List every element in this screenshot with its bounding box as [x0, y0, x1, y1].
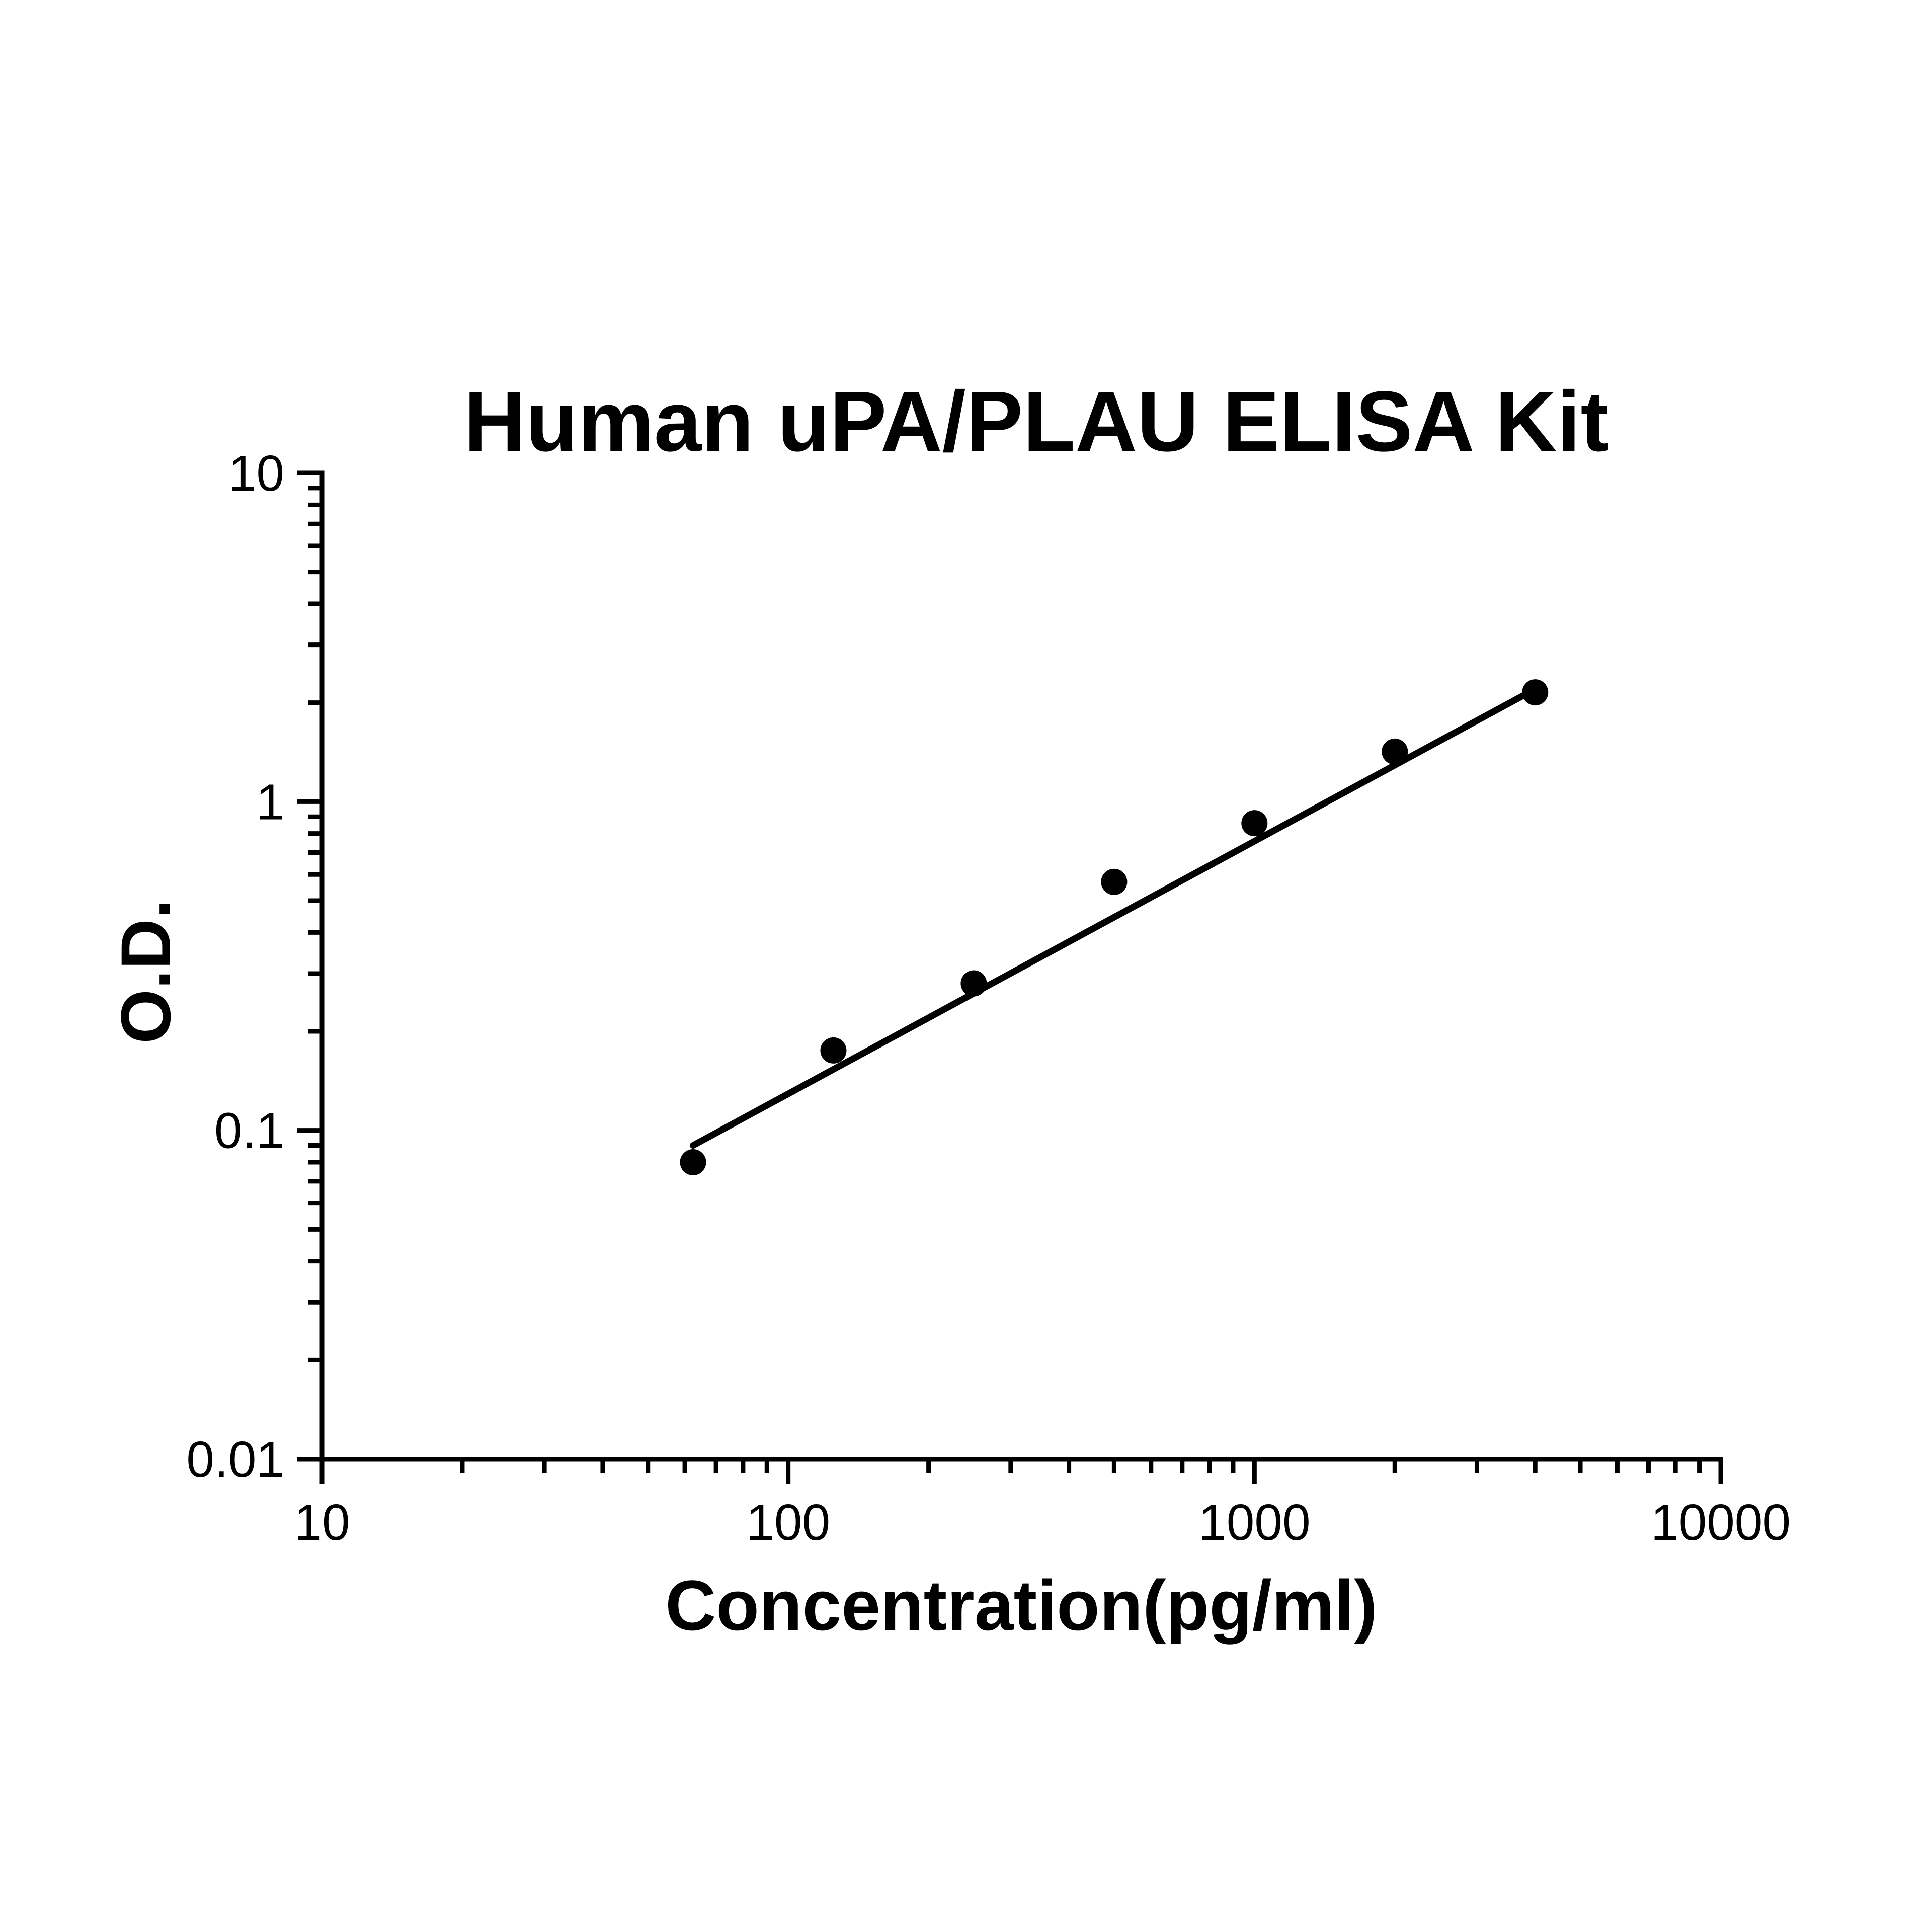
data-point — [1382, 739, 1408, 765]
data-point — [1522, 679, 1548, 705]
y-tick-label: 1 — [256, 774, 284, 830]
data-point — [1101, 869, 1127, 895]
x-tick-label: 10000 — [1651, 1494, 1791, 1551]
data-point — [1241, 810, 1267, 836]
x-tick-label: 10 — [294, 1494, 350, 1551]
y-tick-label: 10 — [228, 445, 284, 502]
y-tick-label: 0.01 — [186, 1431, 284, 1488]
data-point — [960, 971, 987, 997]
x-tick-label: 1000 — [1198, 1494, 1310, 1551]
chart-container: Human uPA/PLAU ELISA Kit O.D. Concentrat… — [0, 0, 1932, 1932]
x-tick-label: 100 — [746, 1494, 830, 1551]
y-tick-label: 0.1 — [214, 1103, 284, 1159]
data-point — [680, 1149, 706, 1175]
data-point — [820, 1037, 846, 1064]
chart-plot: 10 100 1000 10000 0.01 0.1 1 10 — [0, 0, 1932, 1932]
fit-line — [693, 689, 1536, 1146]
